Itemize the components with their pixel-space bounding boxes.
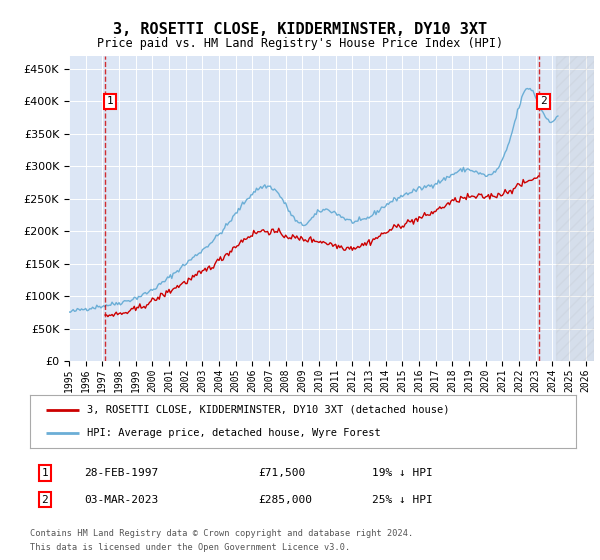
Text: 2: 2 [41, 494, 49, 505]
Text: 19% ↓ HPI: 19% ↓ HPI [372, 468, 433, 478]
Text: £285,000: £285,000 [258, 494, 312, 505]
Text: £71,500: £71,500 [258, 468, 305, 478]
Text: 25% ↓ HPI: 25% ↓ HPI [372, 494, 433, 505]
Text: 28-FEB-1997: 28-FEB-1997 [84, 468, 158, 478]
Text: 2: 2 [540, 96, 547, 106]
Bar [556, 56, 594, 361]
Text: 3, ROSETTI CLOSE, KIDDERMINSTER, DY10 3XT: 3, ROSETTI CLOSE, KIDDERMINSTER, DY10 3X… [113, 22, 487, 38]
Text: This data is licensed under the Open Government Licence v3.0.: This data is licensed under the Open Gov… [30, 543, 350, 552]
Text: 3, ROSETTI CLOSE, KIDDERMINSTER, DY10 3XT (detached house): 3, ROSETTI CLOSE, KIDDERMINSTER, DY10 3X… [88, 405, 450, 415]
Text: 1: 1 [41, 468, 49, 478]
Text: Contains HM Land Registry data © Crown copyright and database right 2024.: Contains HM Land Registry data © Crown c… [30, 529, 413, 538]
Text: Price paid vs. HM Land Registry's House Price Index (HPI): Price paid vs. HM Land Registry's House … [97, 37, 503, 50]
Text: 1: 1 [107, 96, 113, 106]
Text: HPI: Average price, detached house, Wyre Forest: HPI: Average price, detached house, Wyre… [88, 428, 381, 438]
Text: 03-MAR-2023: 03-MAR-2023 [84, 494, 158, 505]
